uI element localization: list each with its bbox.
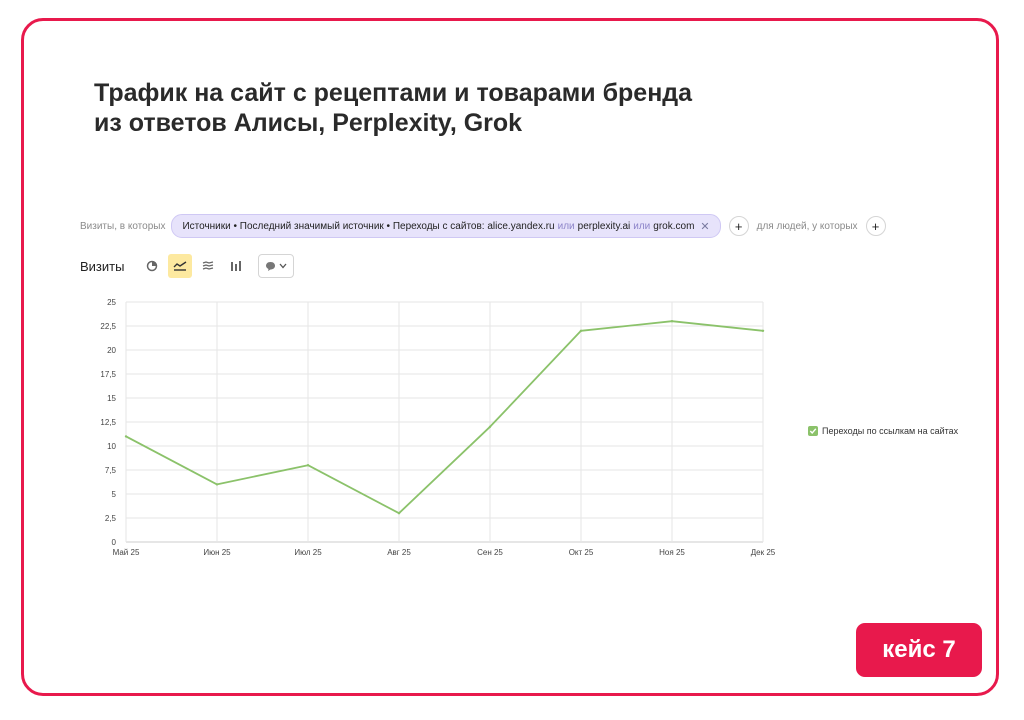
series-line — [125, 320, 764, 515]
people-condition-label: для людей, у которых — [756, 220, 858, 232]
y-axis: 0 2,5 5 7,5 10 12,5 15 17,5 20 22,5 25 — [100, 298, 116, 547]
check-icon — [809, 428, 817, 435]
data-point — [124, 435, 128, 438]
legend-label: Переходы по ссылкам на сайтах — [822, 426, 959, 436]
x-axis: Май 25 Июн 25 Июл 25 Авг 25 Сен 25 Окт 25 Ноя … — [113, 548, 776, 557]
y-tick-label: 5 — [112, 490, 117, 499]
x-tick-label: Июн 25 — [203, 548, 231, 557]
plus-icon: + — [734, 218, 743, 234]
title-line-2: из ответов Алисы, Perplexity, Grok — [94, 109, 523, 137]
close-icon[interactable]: ✕ — [700, 220, 710, 233]
data-point — [670, 320, 674, 323]
chevron-down-icon — [279, 263, 287, 269]
line-chart-icon — [173, 261, 187, 271]
y-tick-label: 22,5 — [100, 322, 116, 331]
chip-site-1: alice.yandex.ru — [487, 220, 555, 232]
x-tick-label: Авг 25 — [387, 548, 411, 557]
title-line-1: Трафик на сайт с рецептами и товарами бр… — [94, 79, 693, 107]
comment-icon — [266, 261, 276, 271]
chip-site-2: perplexity.ai — [577, 220, 631, 232]
x-tick-label: Сен 25 — [477, 548, 503, 557]
source-filter-chip[interactable]: Источники • Последний значимый источник … — [171, 214, 721, 238]
data-point — [397, 512, 401, 515]
y-tick-label: 7,5 — [105, 466, 117, 475]
card-frame — [21, 18, 999, 696]
page-title: Трафик на сайт с рецептами и товарами бр… — [94, 78, 794, 138]
area-chart-button[interactable] — [196, 254, 220, 278]
chart-series — [124, 320, 765, 515]
case-badge: кейс 7 — [856, 623, 982, 677]
x-tick-label: Окт 25 — [569, 548, 594, 557]
x-tick-label: Июл 25 — [294, 548, 322, 557]
chart-legend-item[interactable]: Переходы по ссылкам на сайтах — [808, 426, 958, 436]
chart-grid — [125, 301, 764, 543]
chip-site-3: grok.com — [653, 220, 695, 232]
pie-chart-button[interactable] — [140, 254, 164, 278]
chart-toolbar: Визиты — [80, 254, 295, 278]
plus-icon: + — [871, 218, 880, 234]
x-tick-label: Май 25 — [113, 548, 140, 557]
chip-or-1: или — [557, 220, 575, 232]
data-point — [761, 329, 765, 332]
segment-filter-row: Визиты, в которых Источники • Последний … — [80, 214, 886, 238]
y-tick-label: 17,5 — [100, 370, 116, 379]
y-tick-label: 10 — [107, 442, 116, 451]
add-visit-condition-button[interactable]: + — [728, 216, 749, 236]
pie-chart-icon — [147, 260, 158, 272]
bar-chart-button[interactable] — [224, 254, 248, 278]
legend-checkbox[interactable] — [808, 426, 818, 436]
area-chart-icon — [203, 261, 214, 270]
x-tick-label: Дек 25 — [751, 548, 776, 557]
y-tick-label: 25 — [107, 298, 116, 307]
x-tick-label: Ноя 25 — [659, 548, 685, 557]
chip-or-2: или — [633, 220, 651, 232]
metric-label: Визиты — [80, 258, 125, 274]
data-point — [488, 425, 492, 428]
y-tick-label: 2,5 — [105, 514, 117, 523]
visits-condition-label: Визиты, в которых — [80, 220, 166, 232]
y-tick-label: 20 — [107, 346, 116, 355]
y-tick-label: 12,5 — [100, 418, 116, 427]
data-point — [215, 483, 219, 486]
annotations-dropdown[interactable] — [258, 254, 295, 278]
bar-chart-icon — [231, 261, 242, 271]
y-tick-label: 15 — [107, 394, 116, 403]
line-chart-button[interactable] — [168, 254, 193, 278]
y-tick-label: 0 — [112, 538, 117, 547]
data-point — [306, 464, 310, 467]
data-point — [579, 329, 583, 332]
chip-prefix: Источники • Последний значимый источник … — [182, 220, 485, 232]
add-people-condition-button[interactable]: + — [865, 216, 886, 236]
